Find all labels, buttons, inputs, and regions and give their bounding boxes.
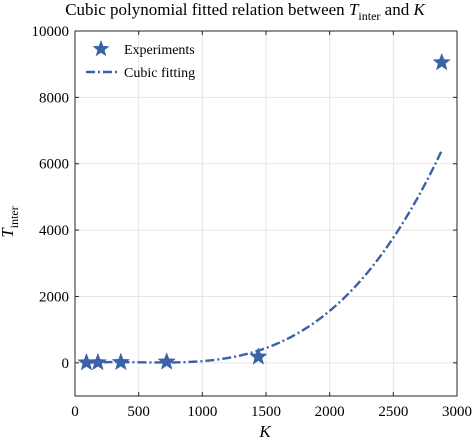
y-axis-label: Tinter [0, 206, 21, 237]
y-ticks: 0 2000 4000 6000 8000 10000 [32, 24, 457, 372]
x-tick-label: 2500 [378, 404, 408, 420]
x-tick-label: 1000 [187, 404, 217, 420]
y-label-sub: inter [7, 206, 21, 228]
cubic-fitting-line [86, 150, 443, 364]
title-var: T [349, 0, 360, 19]
legend-label-experiments: Experiments [124, 43, 195, 58]
y-tick-label: 6000 [39, 157, 69, 173]
x-axis-label: K [258, 422, 272, 440]
legend-star-marker [92, 40, 110, 57]
x-tick-label: 2000 [315, 404, 345, 420]
y-label-var: T [0, 227, 17, 238]
x-tick-label: 500 [127, 404, 150, 420]
y-tick-label: 2000 [39, 289, 69, 305]
x-tick-label: 1500 [251, 404, 281, 420]
x-tick-label: 0 [71, 404, 79, 420]
title-prefix: Cubic polynomial fitted relation between [65, 0, 349, 19]
title-sub: inter [358, 9, 380, 23]
title-var2: K [412, 0, 426, 19]
y-tick-label: 10000 [32, 24, 70, 40]
y-tick-label: 0 [62, 356, 70, 372]
marker-layer [77, 52, 451, 371]
grid [74, 30, 458, 396]
legend-label-cubic-fitting: Cubic fitting [124, 66, 195, 81]
chart-title: Cubic polynomial fitted relation between… [65, 0, 426, 23]
legend: Experiments Cubic fitting [86, 40, 195, 81]
x-ticks: 0 500 1000 1500 2000 2500 3000 [71, 31, 472, 420]
fit-layer [86, 150, 443, 364]
experiment-point [249, 347, 268, 365]
x-tick-label: 3000 [442, 404, 472, 420]
title-suffix: and [380, 0, 413, 19]
y-tick-label: 8000 [39, 90, 69, 106]
experiment-point [111, 352, 131, 371]
experiment-point [157, 352, 176, 370]
y-tick-label: 4000 [39, 223, 69, 239]
experiment-point [88, 352, 108, 371]
experiment-point [432, 52, 451, 71]
